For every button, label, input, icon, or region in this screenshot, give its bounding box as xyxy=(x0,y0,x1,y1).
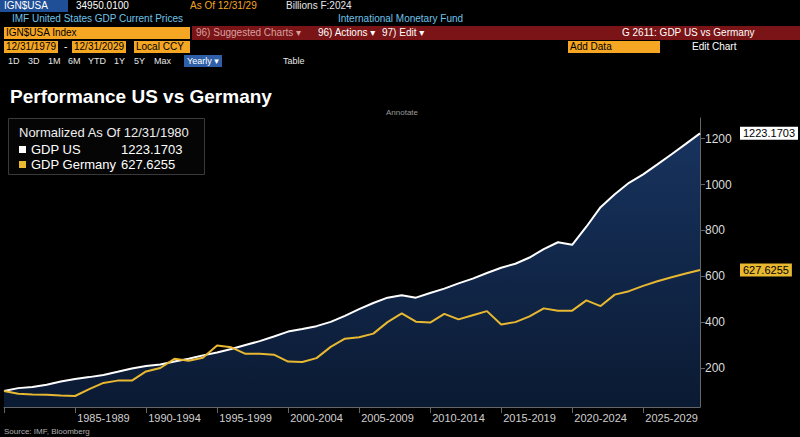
svg-text:1985-1989: 1985-1989 xyxy=(77,412,130,424)
svg-text:200: 200 xyxy=(705,361,725,375)
html-text:1M: 1M xyxy=(48,56,61,66)
svg-text:400: 400 xyxy=(705,315,725,329)
svg-text:2000-2004: 2000-2004 xyxy=(290,412,343,424)
html-text:Source: IMF, Bloomberg: Source: IMF, Bloomberg xyxy=(4,427,90,436)
svg-text:1000: 1000 xyxy=(705,178,732,192)
svg-text:1223.1703: 1223.1703 xyxy=(121,142,182,157)
html-text:Max: Max xyxy=(154,56,171,66)
svg-text:1200: 1200 xyxy=(705,132,732,146)
html-text:G 2611: GDP US vs Germany: G 2611: GDP US vs Germany xyxy=(622,27,755,38)
html-text:34950.0100: 34950.0100 xyxy=(76,0,129,11)
html-text:96) Suggested Charts ▾: 96) Suggested Charts ▾ xyxy=(196,27,302,38)
html-text:Annotate: Annotate xyxy=(386,108,418,117)
svg-text:800: 800 xyxy=(705,223,725,237)
html-text:YTD: YTD xyxy=(88,56,106,66)
html-text:IMF United States GDP Current: IMF United States GDP Current Prices xyxy=(12,13,183,24)
html-text:1Y: 1Y xyxy=(114,56,125,66)
svg-text:2005-2009: 2005-2009 xyxy=(361,412,414,424)
html-text:12/31/2029: 12/31/2029 xyxy=(74,41,125,52)
svg-text:627.6255: 627.6255 xyxy=(121,157,175,172)
html-text:Local CCY: Local CCY xyxy=(136,41,184,52)
svg-text:627.6255: 627.6255 xyxy=(743,264,789,276)
html-text:IGN$USA Index: IGN$USA Index xyxy=(6,27,77,38)
html-text:Table: Table xyxy=(283,56,305,66)
svg-text:2025-2029: 2025-2029 xyxy=(645,412,698,424)
html-text:Edit Chart: Edit Chart xyxy=(692,41,737,52)
html-text:12/31/1979: 12/31/1979 xyxy=(6,41,57,52)
html-text:International Monetary Fund: International Monetary Fund xyxy=(338,13,464,24)
html-text:Yearly ▾: Yearly ▾ xyxy=(187,56,219,66)
svg-text:600: 600 xyxy=(705,269,725,283)
html-text:Billions F:2024: Billions F:2024 xyxy=(286,0,352,11)
svg-text:1990-1994: 1990-1994 xyxy=(148,412,201,424)
svg-text:Performance US vs Germany: Performance US vs Germany xyxy=(10,86,272,107)
html-text:As Of 12/31/29: As Of 12/31/29 xyxy=(190,0,257,11)
svg-text:2020-2024: 2020-2024 xyxy=(574,412,627,424)
svg-text:2010-2014: 2010-2014 xyxy=(432,412,485,424)
html-text:96) Actions ▾: 96) Actions ▾ xyxy=(318,27,376,38)
svg-text:GDP US: GDP US xyxy=(31,142,81,157)
svg-text:1223.1703: 1223.1703 xyxy=(743,127,795,139)
svg-text:Normalized As Of 12/31/1980: Normalized As Of 12/31/1980 xyxy=(19,125,189,140)
html-text:3D: 3D xyxy=(28,56,40,66)
html-text:97) Edit ▾: 97) Edit ▾ xyxy=(382,27,425,38)
html-text:1D: 1D xyxy=(8,56,20,66)
html-text:5Y: 5Y xyxy=(134,56,145,66)
html-text:IGN$USA: IGN$USA xyxy=(4,0,48,11)
svg-text:1995-1999: 1995-1999 xyxy=(219,412,272,424)
svg-text:2015-2019: 2015-2019 xyxy=(503,412,556,424)
html-text:Add Data: Add Data xyxy=(570,41,612,52)
svg-text:GDP Germany: GDP Germany xyxy=(31,157,117,172)
html-text:6M: 6M xyxy=(68,56,81,66)
